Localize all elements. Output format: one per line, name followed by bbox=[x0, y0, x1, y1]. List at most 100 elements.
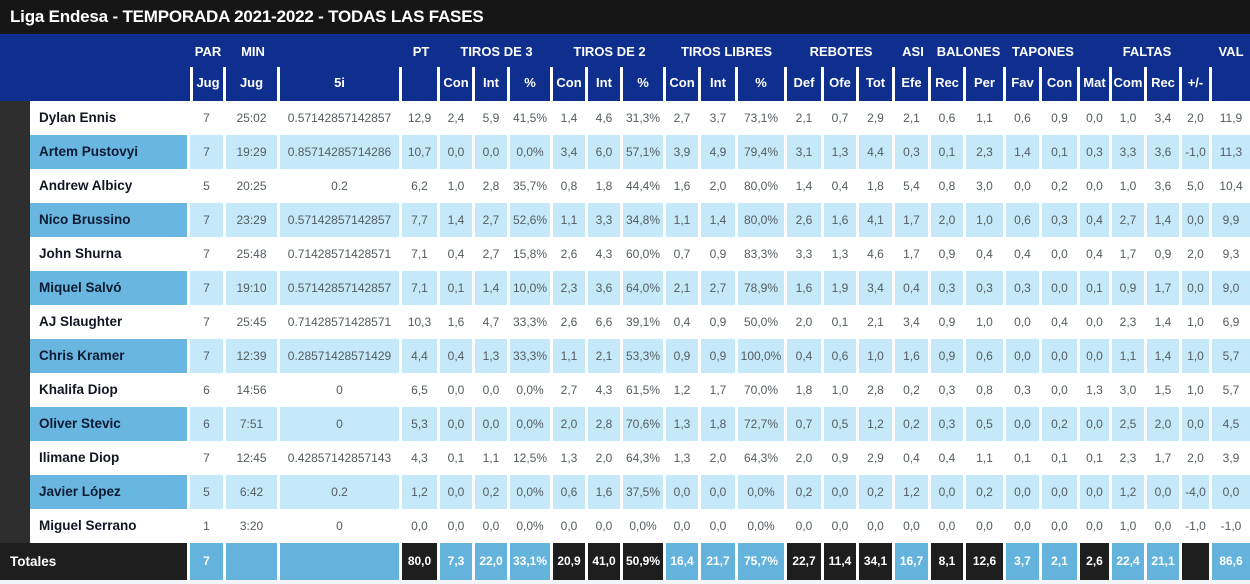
stat-cell: 2,0 bbox=[588, 441, 623, 475]
stat-cell: 3,3 bbox=[1112, 135, 1147, 169]
stat-cell: 2,3 bbox=[1112, 305, 1147, 339]
stat-cell: 0,2 bbox=[475, 475, 510, 509]
stat-cell: 1,7 bbox=[895, 203, 931, 237]
stat-cell: 1,0 bbox=[1112, 101, 1147, 135]
stat-cell: 5,3 bbox=[402, 407, 440, 441]
stat-cell: 0,0 bbox=[402, 509, 440, 543]
stat-cell: 7 bbox=[190, 237, 226, 271]
stat-cell: 1,8 bbox=[701, 407, 738, 441]
stat-cell: -4,0 bbox=[1182, 475, 1212, 509]
column-header: Int bbox=[701, 67, 738, 101]
stat-cell: 0,2 bbox=[966, 475, 1006, 509]
stat-cell: 25:02 bbox=[226, 101, 280, 135]
column-header: Int bbox=[588, 67, 623, 101]
stat-cell: 0,2 bbox=[787, 475, 824, 509]
stat-cell: 50,0% bbox=[738, 305, 787, 339]
stat-cell: 5,9 bbox=[475, 101, 510, 135]
stat-cell: 1,3 bbox=[553, 441, 588, 475]
row-gutter bbox=[0, 509, 30, 543]
stat-cell: 4,3 bbox=[588, 373, 623, 407]
stat-cell: 2,1 bbox=[895, 101, 931, 135]
stat-cell: 0,9 bbox=[931, 305, 966, 339]
totals-cell: 2,6 bbox=[1080, 543, 1112, 580]
stat-cell: 2,7 bbox=[475, 237, 510, 271]
stat-cell: 3,3 bbox=[588, 203, 623, 237]
stat-cell: 0.57142857142857 bbox=[280, 271, 402, 305]
player-name: Nico Brussino bbox=[30, 203, 190, 237]
stat-cell: 0,6 bbox=[1006, 203, 1042, 237]
stat-cell: 0,6 bbox=[553, 475, 588, 509]
group-header: MIN bbox=[241, 44, 265, 59]
stat-cell: 1,3 bbox=[475, 339, 510, 373]
column-header: Ofe bbox=[824, 67, 859, 101]
stat-cell: 1,6 bbox=[588, 475, 623, 509]
stat-cell: 6,9 bbox=[1212, 305, 1250, 339]
stat-cell: 23:29 bbox=[226, 203, 280, 237]
row-gutter bbox=[0, 339, 30, 373]
stat-cell: 0,0% bbox=[623, 509, 666, 543]
stat-cell: 9,3 bbox=[1212, 237, 1250, 271]
stat-cell: 1,7 bbox=[1112, 237, 1147, 271]
stat-cell: 0,0 bbox=[475, 509, 510, 543]
stat-cell: 2,0 bbox=[1182, 101, 1212, 135]
header-group-row: PAR MIN PT TIROS DE 3 TIROS DE 2 TIROS LIBRES… bbox=[0, 34, 1250, 67]
column-header: Rec bbox=[1147, 67, 1182, 101]
stat-cell: 12:39 bbox=[226, 339, 280, 373]
stat-cell: 0,0 bbox=[1006, 169, 1042, 203]
stat-cell: 0,1 bbox=[824, 305, 859, 339]
stat-cell: 1,4 bbox=[1006, 135, 1042, 169]
stat-cell: 1,3 bbox=[1080, 373, 1112, 407]
stat-cell: 1,5 bbox=[1147, 373, 1182, 407]
stat-cell: 2,6 bbox=[787, 203, 824, 237]
column-header: Efe bbox=[895, 67, 931, 101]
totals-cell: 33,1% bbox=[510, 543, 553, 580]
stat-cell: 0,3 bbox=[1006, 373, 1042, 407]
stat-cell: 1,7 bbox=[895, 237, 931, 271]
stat-cell: 0,0 bbox=[1080, 339, 1112, 373]
stat-cell: 7 bbox=[190, 441, 226, 475]
stat-cell: 0,0% bbox=[510, 135, 553, 169]
totals-cell: 7,3 bbox=[440, 543, 475, 580]
stat-cell: 2,1 bbox=[666, 271, 701, 305]
stat-cell: 0,0 bbox=[440, 475, 475, 509]
stat-cell: 25:48 bbox=[226, 237, 280, 271]
stat-cell: 1,3 bbox=[666, 407, 701, 441]
stat-cell: 0,3 bbox=[931, 373, 966, 407]
stat-cell: 1,0 bbox=[1112, 169, 1147, 203]
stat-cell: 0,0 bbox=[787, 509, 824, 543]
stat-cell: 0,0% bbox=[510, 373, 553, 407]
row-gutter bbox=[0, 101, 30, 135]
totals-cell: 34,1 bbox=[859, 543, 895, 580]
column-header: % bbox=[510, 67, 553, 101]
stat-cell: 0,4 bbox=[895, 271, 931, 305]
stat-cell: 6,0 bbox=[588, 135, 623, 169]
stat-cell: 0,0 bbox=[859, 509, 895, 543]
stat-cell: 0,0 bbox=[1182, 271, 1212, 305]
stat-cell: 0,8 bbox=[553, 169, 588, 203]
bottom-strip bbox=[0, 580, 1250, 584]
stat-cell: -1,0 bbox=[1212, 509, 1250, 543]
stat-cell: 1,3 bbox=[666, 441, 701, 475]
stat-cell: 0,0 bbox=[440, 373, 475, 407]
stat-cell: 0,0% bbox=[510, 475, 553, 509]
player-name: Chris Kramer bbox=[30, 339, 190, 373]
totals-cell: 41,0 bbox=[588, 543, 623, 580]
stat-cell: 100,0% bbox=[738, 339, 787, 373]
column-header: Def bbox=[787, 67, 824, 101]
stat-cell: 1,2 bbox=[666, 373, 701, 407]
stat-cell: 0,7 bbox=[824, 101, 859, 135]
player-row: Artem Pustovyi 7 19:29 0.85714285714286 10,7… bbox=[0, 135, 1250, 169]
stat-cell: 1,6 bbox=[666, 169, 701, 203]
stat-cell: 7 bbox=[190, 135, 226, 169]
stat-cell: 4,4 bbox=[859, 135, 895, 169]
stat-cell: 0,0 bbox=[1080, 509, 1112, 543]
player-row: AJ Slaughter 7 25:45 0.71428571428571 10,3 1,… bbox=[0, 305, 1250, 339]
stat-cell: 3,6 bbox=[1147, 135, 1182, 169]
totals-cell bbox=[280, 543, 402, 580]
stat-cell: 10,0% bbox=[510, 271, 553, 305]
stat-cell: 1,1 bbox=[966, 441, 1006, 475]
stat-cell: 0 bbox=[280, 509, 402, 543]
stat-cell: 7,7 bbox=[402, 203, 440, 237]
stat-cell: 20:25 bbox=[226, 169, 280, 203]
